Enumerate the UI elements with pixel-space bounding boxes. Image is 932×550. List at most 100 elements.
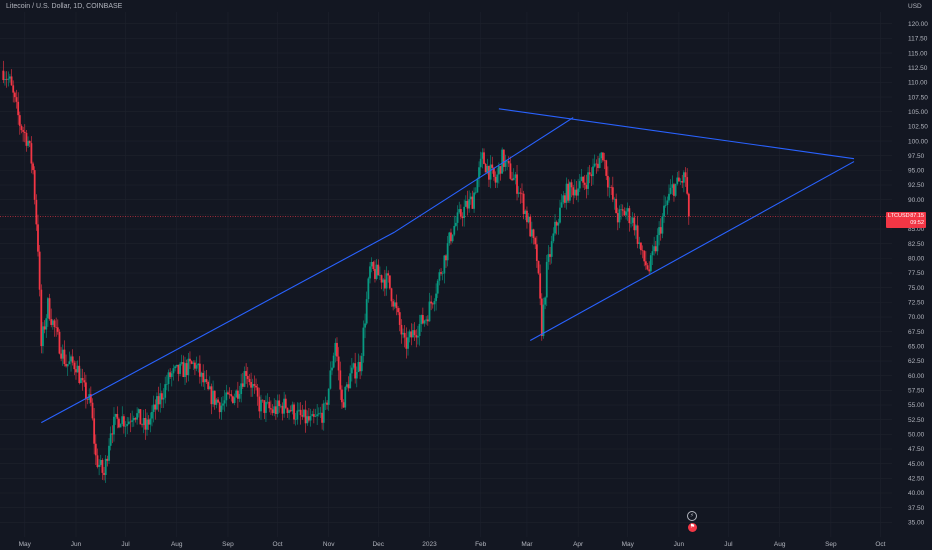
candle-body — [658, 227, 660, 236]
candle-body — [200, 372, 203, 377]
trendline-lower-support[interactable] — [41, 231, 396, 424]
candle-body — [585, 184, 588, 189]
candle-body — [654, 246, 657, 252]
y-tick-label: 82.50 — [908, 241, 925, 248]
candle-body — [22, 130, 25, 132]
candle-body — [481, 152, 484, 159]
candle-body — [32, 163, 34, 171]
candle-body — [278, 400, 281, 407]
candle-body — [169, 372, 172, 377]
candle-body — [18, 115, 21, 126]
candle-body — [524, 210, 527, 214]
candle-body — [643, 250, 646, 262]
candle-body — [532, 229, 535, 239]
y-tick-label: 35.00 — [908, 520, 925, 527]
candle-body — [35, 199, 38, 225]
x-tick-label: Aug — [774, 541, 786, 548]
candle-body — [674, 183, 677, 196]
candle-body — [126, 424, 129, 426]
candle-body — [588, 172, 591, 175]
candle-body — [491, 164, 494, 168]
candle-body — [89, 394, 92, 403]
y-tick-label: 112.50 — [908, 65, 928, 72]
candle-body — [420, 315, 423, 324]
candle-body — [241, 383, 244, 387]
candle-body — [471, 196, 474, 209]
y-tick-label: 117.50 — [908, 36, 928, 43]
candle-body — [631, 217, 634, 223]
candle-body — [550, 241, 553, 257]
candle-body — [578, 181, 581, 189]
candle-body — [418, 323, 421, 336]
candle-body — [317, 413, 320, 415]
candle-body — [506, 160, 509, 162]
y-tick-label: 97.50 — [908, 153, 925, 160]
y-tick-label: 92.50 — [908, 182, 925, 189]
candle-body — [20, 125, 23, 131]
candle-body — [132, 417, 135, 421]
price-axis[interactable]: 120.00 117.50 115.00 112.50 110.00 107.50 105.… — [908, 21, 928, 527]
x-tick-label: Aug — [171, 541, 183, 548]
candle-body — [659, 227, 662, 234]
candle-body — [377, 264, 380, 276]
candle-body — [651, 251, 654, 256]
candle-body — [610, 187, 613, 188]
candle-body — [146, 419, 148, 430]
candle-body — [37, 224, 39, 252]
candle-body — [172, 368, 175, 374]
x-tick-label: Jun — [674, 541, 685, 548]
candle-body — [298, 409, 300, 411]
candle-body — [390, 288, 393, 302]
candle-body — [255, 385, 257, 388]
candle-body — [240, 383, 243, 395]
y-tick-label: 37.50 — [908, 505, 925, 512]
candle-body — [70, 356, 72, 362]
candle-body — [45, 318, 48, 330]
y-tick-label: 95.00 — [908, 168, 925, 175]
candle-body — [504, 161, 507, 167]
trendline-upper-resistance-1[interactable] — [394, 117, 574, 233]
candle-body — [364, 323, 366, 328]
candle-body — [266, 401, 269, 403]
candle-body — [4, 79, 6, 81]
candle-body — [83, 380, 86, 383]
candle-body — [663, 205, 665, 217]
candle-body — [207, 381, 210, 390]
candle-body — [352, 363, 355, 368]
trendline-lower-triangle[interactable] — [529, 161, 855, 341]
x-tick-label: 2023 — [422, 541, 437, 548]
candle-body — [412, 330, 414, 338]
candle-body — [86, 399, 89, 400]
x-tick-label: Jul — [724, 541, 733, 548]
candle-body — [567, 183, 570, 201]
candle-body — [678, 177, 680, 182]
candle-body — [415, 335, 418, 338]
y-tick-label: 67.50 — [908, 329, 925, 336]
candle-body — [170, 373, 173, 377]
x-tick-label: Mar — [521, 541, 533, 548]
candle-body — [527, 216, 530, 223]
flag-icon[interactable]: ⚑ — [688, 523, 697, 532]
candle-body — [194, 362, 196, 369]
candle-body — [641, 250, 644, 251]
candle-body — [633, 217, 636, 231]
candle-body — [535, 244, 538, 261]
candle-body — [109, 433, 112, 446]
candle-body — [572, 187, 575, 196]
dividend-icon[interactable]: ⚡ — [687, 511, 697, 521]
candle-body — [179, 363, 181, 374]
candle-body — [223, 400, 226, 404]
candle-body — [56, 327, 59, 332]
time-axis[interactable]: May Jun Jul Aug Sep Oct Nov Dec 2023 Feb Mar Apr May… — [19, 541, 886, 548]
trendline-upper-resistance-2[interactable] — [498, 108, 855, 160]
x-tick-label: Sep — [825, 541, 837, 548]
candle-body — [423, 320, 426, 324]
x-tick-label: Dec — [372, 541, 384, 548]
candle-body — [93, 418, 96, 444]
candle-body — [350, 367, 353, 374]
trendlines[interactable] — [41, 108, 855, 424]
candle-body — [294, 419, 297, 421]
candle-body — [7, 78, 10, 80]
candle-body — [516, 174, 518, 194]
